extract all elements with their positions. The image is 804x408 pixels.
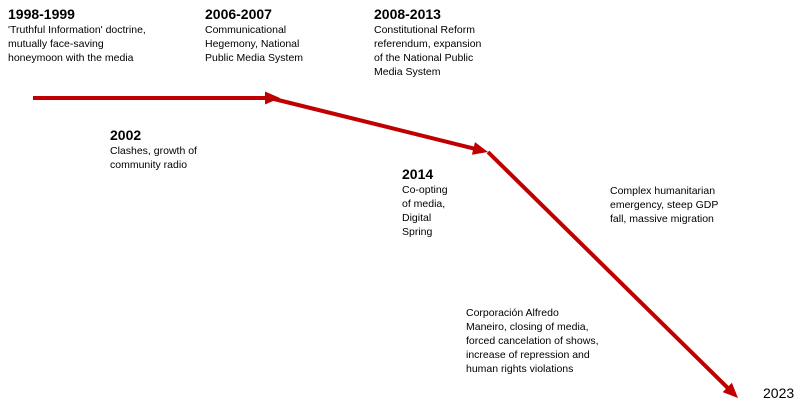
event-line: Spring <box>402 226 433 238</box>
end-year-label: 2023 <box>763 385 795 401</box>
event-corporacion-alfredo-maneiro: Corporación Alfredo Maneiro, closing of … <box>466 306 599 376</box>
event-description: Constitutional Reform referendum, expans… <box>374 23 481 79</box>
event-2002: 2002 Clashes, growth of community radio <box>110 127 197 172</box>
event-line: Clashes, growth of <box>110 145 197 157</box>
event-line: human rights violations <box>466 363 574 375</box>
event-line: Maneiro, closing of media, <box>466 321 589 333</box>
event-year: 2008-2013 <box>374 6 441 22</box>
event-1998-1999: 1998-1999 'Truthful Information' doctrin… <box>8 6 146 65</box>
arrow-segment-2014-2023 <box>486 150 730 390</box>
event-humanitarian-emergency: Complex humanitarian emergency, steep GD… <box>610 184 718 226</box>
event-line: Public Media System <box>205 52 304 64</box>
event-description: Complex humanitarian emergency, steep GD… <box>610 184 718 226</box>
event-line: Media System <box>374 66 441 78</box>
event-year: 2014 <box>402 166 434 182</box>
event-line: referendum, expansion <box>374 38 482 50</box>
event-2008-2013: 2008-2013 Constitutional Reform referend… <box>374 6 481 79</box>
event-line: fall, massive migration <box>610 213 714 225</box>
event-line: honeymoon with the media <box>8 52 134 64</box>
event-line: Corporación Alfredo <box>466 307 559 319</box>
arrowhead-icon <box>471 142 488 155</box>
event-line: Hegemony, National <box>205 38 300 50</box>
event-description: Corporación Alfredo Maneiro, closing of … <box>466 306 599 376</box>
event-line: Complex humanitarian <box>610 185 716 197</box>
event-line: 'Truthful Information' doctrine, <box>8 24 146 36</box>
event-line: Constitutional Reform <box>374 24 475 36</box>
event-description: Clashes, growth of community radio <box>110 144 197 172</box>
event-description: 'Truthful Information' doctrine, mutuall… <box>8 23 146 65</box>
event-line: increase of repression and <box>466 349 590 361</box>
event-line: forced cancelation of shows, <box>466 335 599 347</box>
event-description: Co-opting of media, Digital Spring <box>402 183 448 239</box>
event-year: 2002 <box>110 127 142 143</box>
event-line: of media, <box>402 198 446 210</box>
event-line: emergency, steep GDP <box>610 199 719 211</box>
arrow-segment-2006-2014 <box>269 96 475 151</box>
event-line: of the National Public <box>374 52 474 64</box>
event-line: Digital <box>402 212 432 224</box>
event-year: 2006-2007 <box>205 6 272 22</box>
event-2006-2007: 2006-2007 Communicational Hegemony, Nati… <box>205 6 303 65</box>
event-line: community radio <box>110 159 188 171</box>
arrowhead-icon <box>722 382 738 398</box>
event-line: Co-opting <box>402 184 448 196</box>
event-2014: 2014 Co-opting of media, Digital Spring <box>402 166 448 239</box>
event-line: Communicational <box>205 24 287 36</box>
event-description: Communicational Hegemony, National Publi… <box>205 23 303 65</box>
event-line: mutually face-saving <box>8 38 104 50</box>
event-year: 1998-1999 <box>8 6 75 22</box>
